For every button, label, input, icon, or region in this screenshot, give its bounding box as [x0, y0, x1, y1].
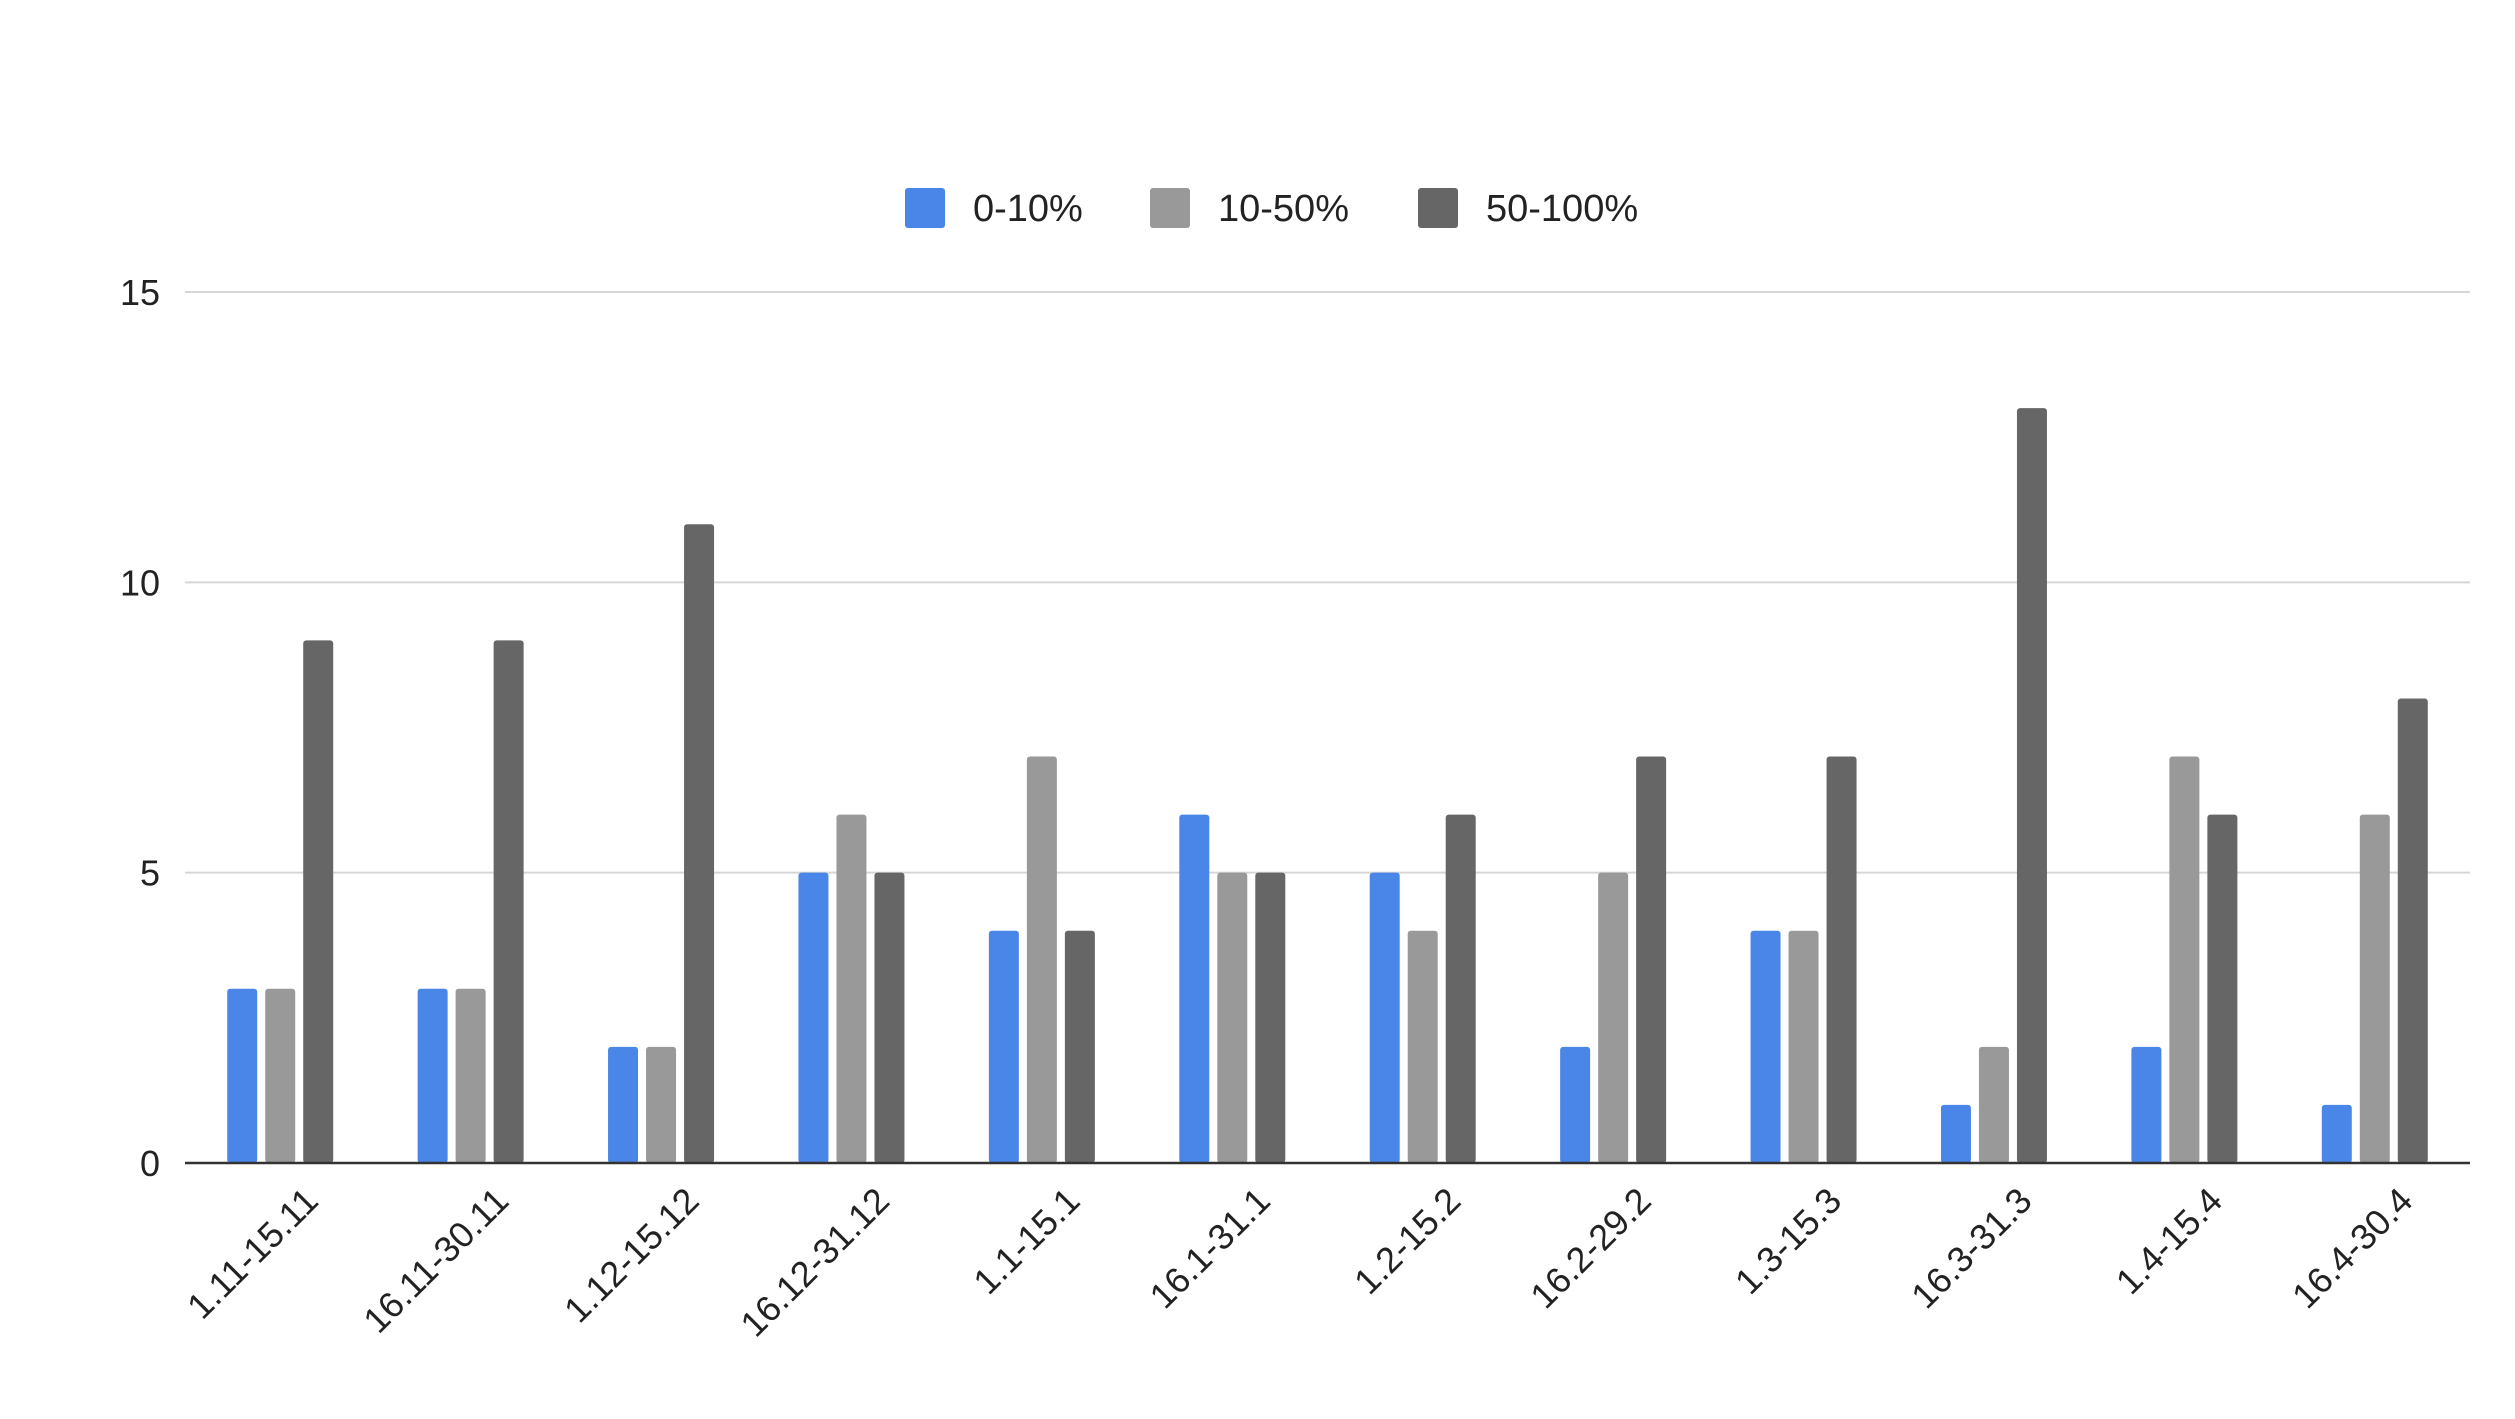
bar: [2207, 814, 2238, 1163]
bar: [646, 1046, 677, 1163]
bar: [1940, 1104, 1971, 1163]
legend-label: 50-100%: [1486, 188, 1638, 230]
y-tick-label: 15: [120, 272, 160, 313]
legend-swatch: [1150, 188, 1190, 228]
y-tick-label: 5: [140, 853, 160, 894]
x-tick-label: 1.3-15.3: [1727, 1180, 1849, 1302]
x-axis-ticks: 1.11-15.11 16.11-30.11 1.12-15.12 16.12-31.…: [179, 1180, 2421, 1345]
x-tick-label: 16.11-30.11: [355, 1180, 516, 1341]
bar: [1255, 872, 1286, 1163]
bar: [455, 988, 486, 1163]
y-tick-label: 0: [140, 1143, 160, 1184]
bar: [1217, 872, 1248, 1163]
x-tick-label: 1.11-15.11: [179, 1180, 326, 1327]
bar: [417, 988, 448, 1163]
bar: [1369, 872, 1400, 1163]
bar: [684, 524, 715, 1163]
bar: [1445, 814, 1476, 1163]
y-tick-label: 10: [120, 562, 160, 603]
bar: [2321, 1104, 2352, 1163]
x-tick-label: 16.1-31.1: [1141, 1180, 1278, 1317]
x-tick-label: 16.12-31.12: [732, 1180, 897, 1345]
bar: [265, 988, 296, 1163]
legend: 0-10% 10-50% 50-100%: [905, 188, 1638, 230]
bar: [874, 872, 905, 1163]
bar: [2131, 1046, 2162, 1163]
bar: [1407, 930, 1438, 1163]
bar: [798, 872, 829, 1163]
bar: [2169, 756, 2200, 1163]
legend-label: 0-10%: [973, 188, 1083, 230]
bar: [836, 814, 867, 1163]
legend-swatch: [905, 188, 945, 228]
bars: [227, 408, 2428, 1164]
x-tick-label: 1.1-15.1: [965, 1180, 1087, 1302]
bar: [227, 988, 258, 1163]
x-tick-label: 16.4-30.4: [2284, 1180, 2421, 1317]
bar: [493, 640, 524, 1163]
x-tick-label: 1.2-15.2: [1346, 1180, 1468, 1302]
x-tick-label: 16.3-31.3: [1903, 1180, 2040, 1317]
bar: [2397, 698, 2428, 1163]
bar: [1560, 1046, 1591, 1163]
x-tick-label: 16.2-29.2: [1522, 1180, 1659, 1317]
bar: [608, 1046, 639, 1163]
bar: [2359, 814, 2390, 1163]
bar: [988, 930, 1019, 1163]
bar: [1788, 930, 1819, 1163]
bar: [1179, 814, 1210, 1163]
bar: [303, 640, 334, 1163]
x-tick-label: 1.12-15.12: [556, 1180, 707, 1331]
y-axis-ticks: 0 5 10 15: [120, 272, 160, 1184]
bar: [1598, 872, 1629, 1163]
bar: [1064, 930, 1095, 1163]
gridlines: [185, 291, 2470, 874]
bar: [2016, 408, 2047, 1164]
legend-swatch: [1418, 188, 1458, 228]
x-tick-label: 1.4-15.4: [2108, 1180, 2230, 1302]
bar: [1826, 756, 1857, 1163]
bar: [1750, 930, 1781, 1163]
bar: [1978, 1046, 2009, 1163]
bar: [1026, 756, 1057, 1163]
bar: [1636, 756, 1667, 1163]
legend-label: 10-50%: [1218, 188, 1349, 230]
